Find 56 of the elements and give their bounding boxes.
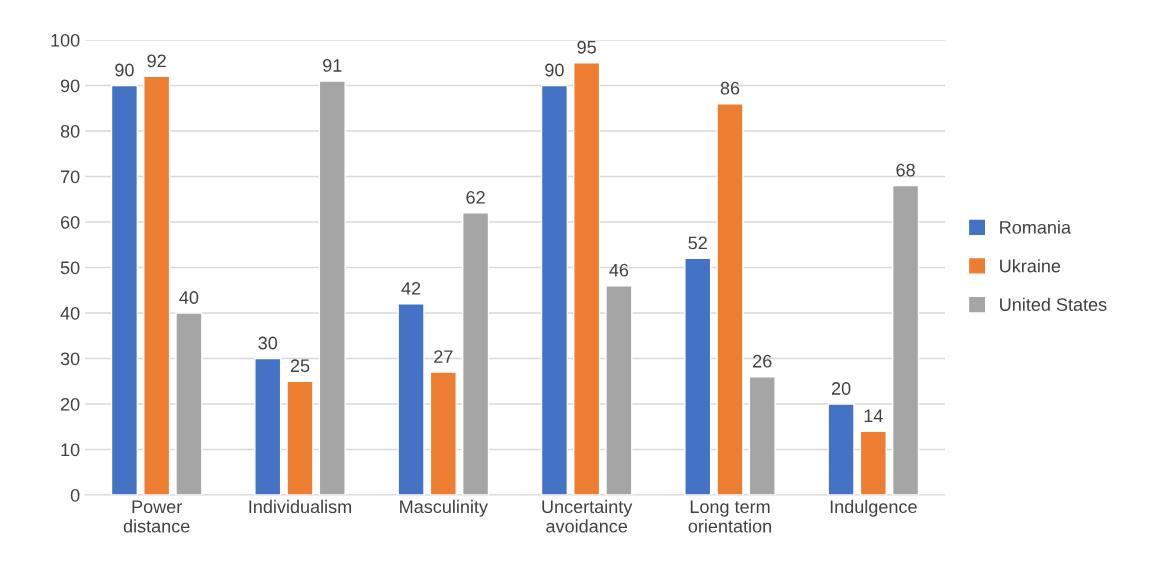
data-label: 40 — [179, 291, 199, 304]
data-label: 90 — [545, 63, 564, 77]
bar — [891, 184, 920, 495]
x-tick-label: Masculinity — [400, 499, 488, 517]
bar — [318, 80, 346, 495]
bar — [573, 62, 601, 495]
legend-label: United States — [1000, 297, 1107, 311]
data-label: 20 — [831, 382, 851, 395]
bar — [397, 303, 425, 495]
legend-label: Ukraine — [1000, 259, 1061, 273]
bar — [605, 285, 633, 495]
x-tick-label: Individualism — [249, 499, 351, 514]
data-label: 91 — [323, 59, 342, 72]
bar — [254, 357, 282, 495]
y-tick-label: 100 — [51, 33, 80, 47]
y-tick-label: 50 — [60, 261, 80, 275]
data-label: 86 — [720, 81, 740, 95]
bar — [827, 403, 855, 495]
data-label: 68 — [896, 163, 915, 177]
bar — [429, 371, 457, 495]
bar — [110, 84, 139, 495]
bar — [748, 376, 776, 495]
bar — [716, 103, 744, 495]
y-tick-label: 90 — [60, 79, 80, 93]
data-label: 42 — [401, 281, 421, 295]
bar — [143, 75, 171, 495]
data-label: 14 — [864, 409, 883, 422]
y-tick-label: 30 — [60, 352, 80, 366]
data-label: 62 — [466, 190, 485, 204]
data-label: 27 — [434, 350, 453, 363]
bar — [461, 212, 490, 495]
y-tick-label: 80 — [60, 124, 80, 138]
data-label: 95 — [577, 40, 596, 54]
data-label: 90 — [115, 63, 134, 77]
y-tick-label: 60 — [60, 215, 80, 229]
bar — [175, 312, 203, 495]
x-tick-label: Uncertainty avoidance — [542, 499, 633, 533]
data-label: 26 — [753, 354, 772, 368]
y-tick-label: 70 — [60, 170, 80, 184]
bar — [859, 430, 887, 495]
bar — [540, 84, 569, 495]
y-tick-label: 20 — [60, 397, 80, 411]
data-label: 25 — [290, 359, 310, 373]
bar — [286, 380, 314, 495]
data-label: 92 — [147, 54, 166, 68]
data-label: 46 — [609, 263, 629, 277]
data-label: 52 — [688, 236, 707, 250]
bar — [684, 257, 712, 495]
x-tick-label: Power distance — [123, 500, 190, 533]
y-tick-label: 0 — [70, 488, 80, 502]
data-label: 30 — [258, 336, 278, 350]
y-tick-label: 10 — [61, 443, 80, 457]
legend-label: Romania — [1000, 220, 1071, 234]
y-tick-label: 40 — [60, 306, 80, 320]
x-tick-label: Long term orientation — [688, 500, 771, 533]
x-tick-label: Indulgence — [830, 499, 917, 517]
